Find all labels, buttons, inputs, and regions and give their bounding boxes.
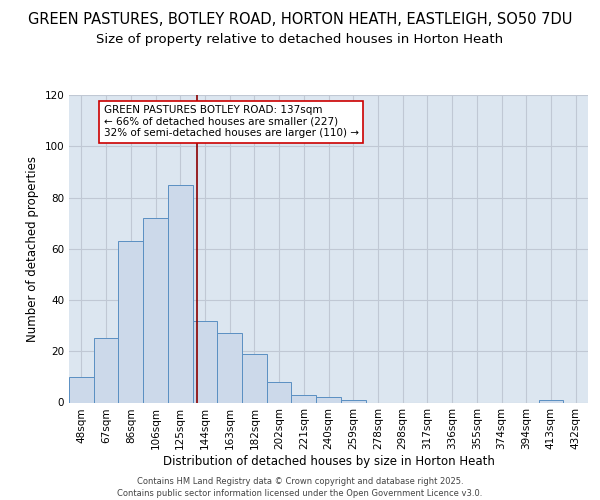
Bar	[118, 241, 143, 402]
Text: Size of property relative to detached houses in Horton Heath: Size of property relative to detached ho…	[97, 32, 503, 46]
Bar	[193, 320, 217, 402]
Text: GREEN PASTURES BOTLEY ROAD: 137sqm
← 66% of detached houses are smaller (227)
32: GREEN PASTURES BOTLEY ROAD: 137sqm ← 66%…	[104, 106, 359, 138]
Bar	[94, 338, 118, 402]
Bar	[267, 382, 292, 402]
Bar	[242, 354, 267, 403]
X-axis label: Distribution of detached houses by size in Horton Heath: Distribution of detached houses by size …	[163, 455, 494, 468]
Text: Contains HM Land Registry data © Crown copyright and database right 2025.
Contai: Contains HM Land Registry data © Crown c…	[118, 476, 482, 498]
Bar	[341, 400, 365, 402]
Bar	[168, 184, 193, 402]
Bar	[292, 395, 316, 402]
Y-axis label: Number of detached properties: Number of detached properties	[26, 156, 39, 342]
Bar	[217, 334, 242, 402]
Bar	[69, 377, 94, 402]
Text: GREEN PASTURES, BOTLEY ROAD, HORTON HEATH, EASTLEIGH, SO50 7DU: GREEN PASTURES, BOTLEY ROAD, HORTON HEAT…	[28, 12, 572, 28]
Bar	[143, 218, 168, 402]
Bar	[539, 400, 563, 402]
Bar	[316, 398, 341, 402]
